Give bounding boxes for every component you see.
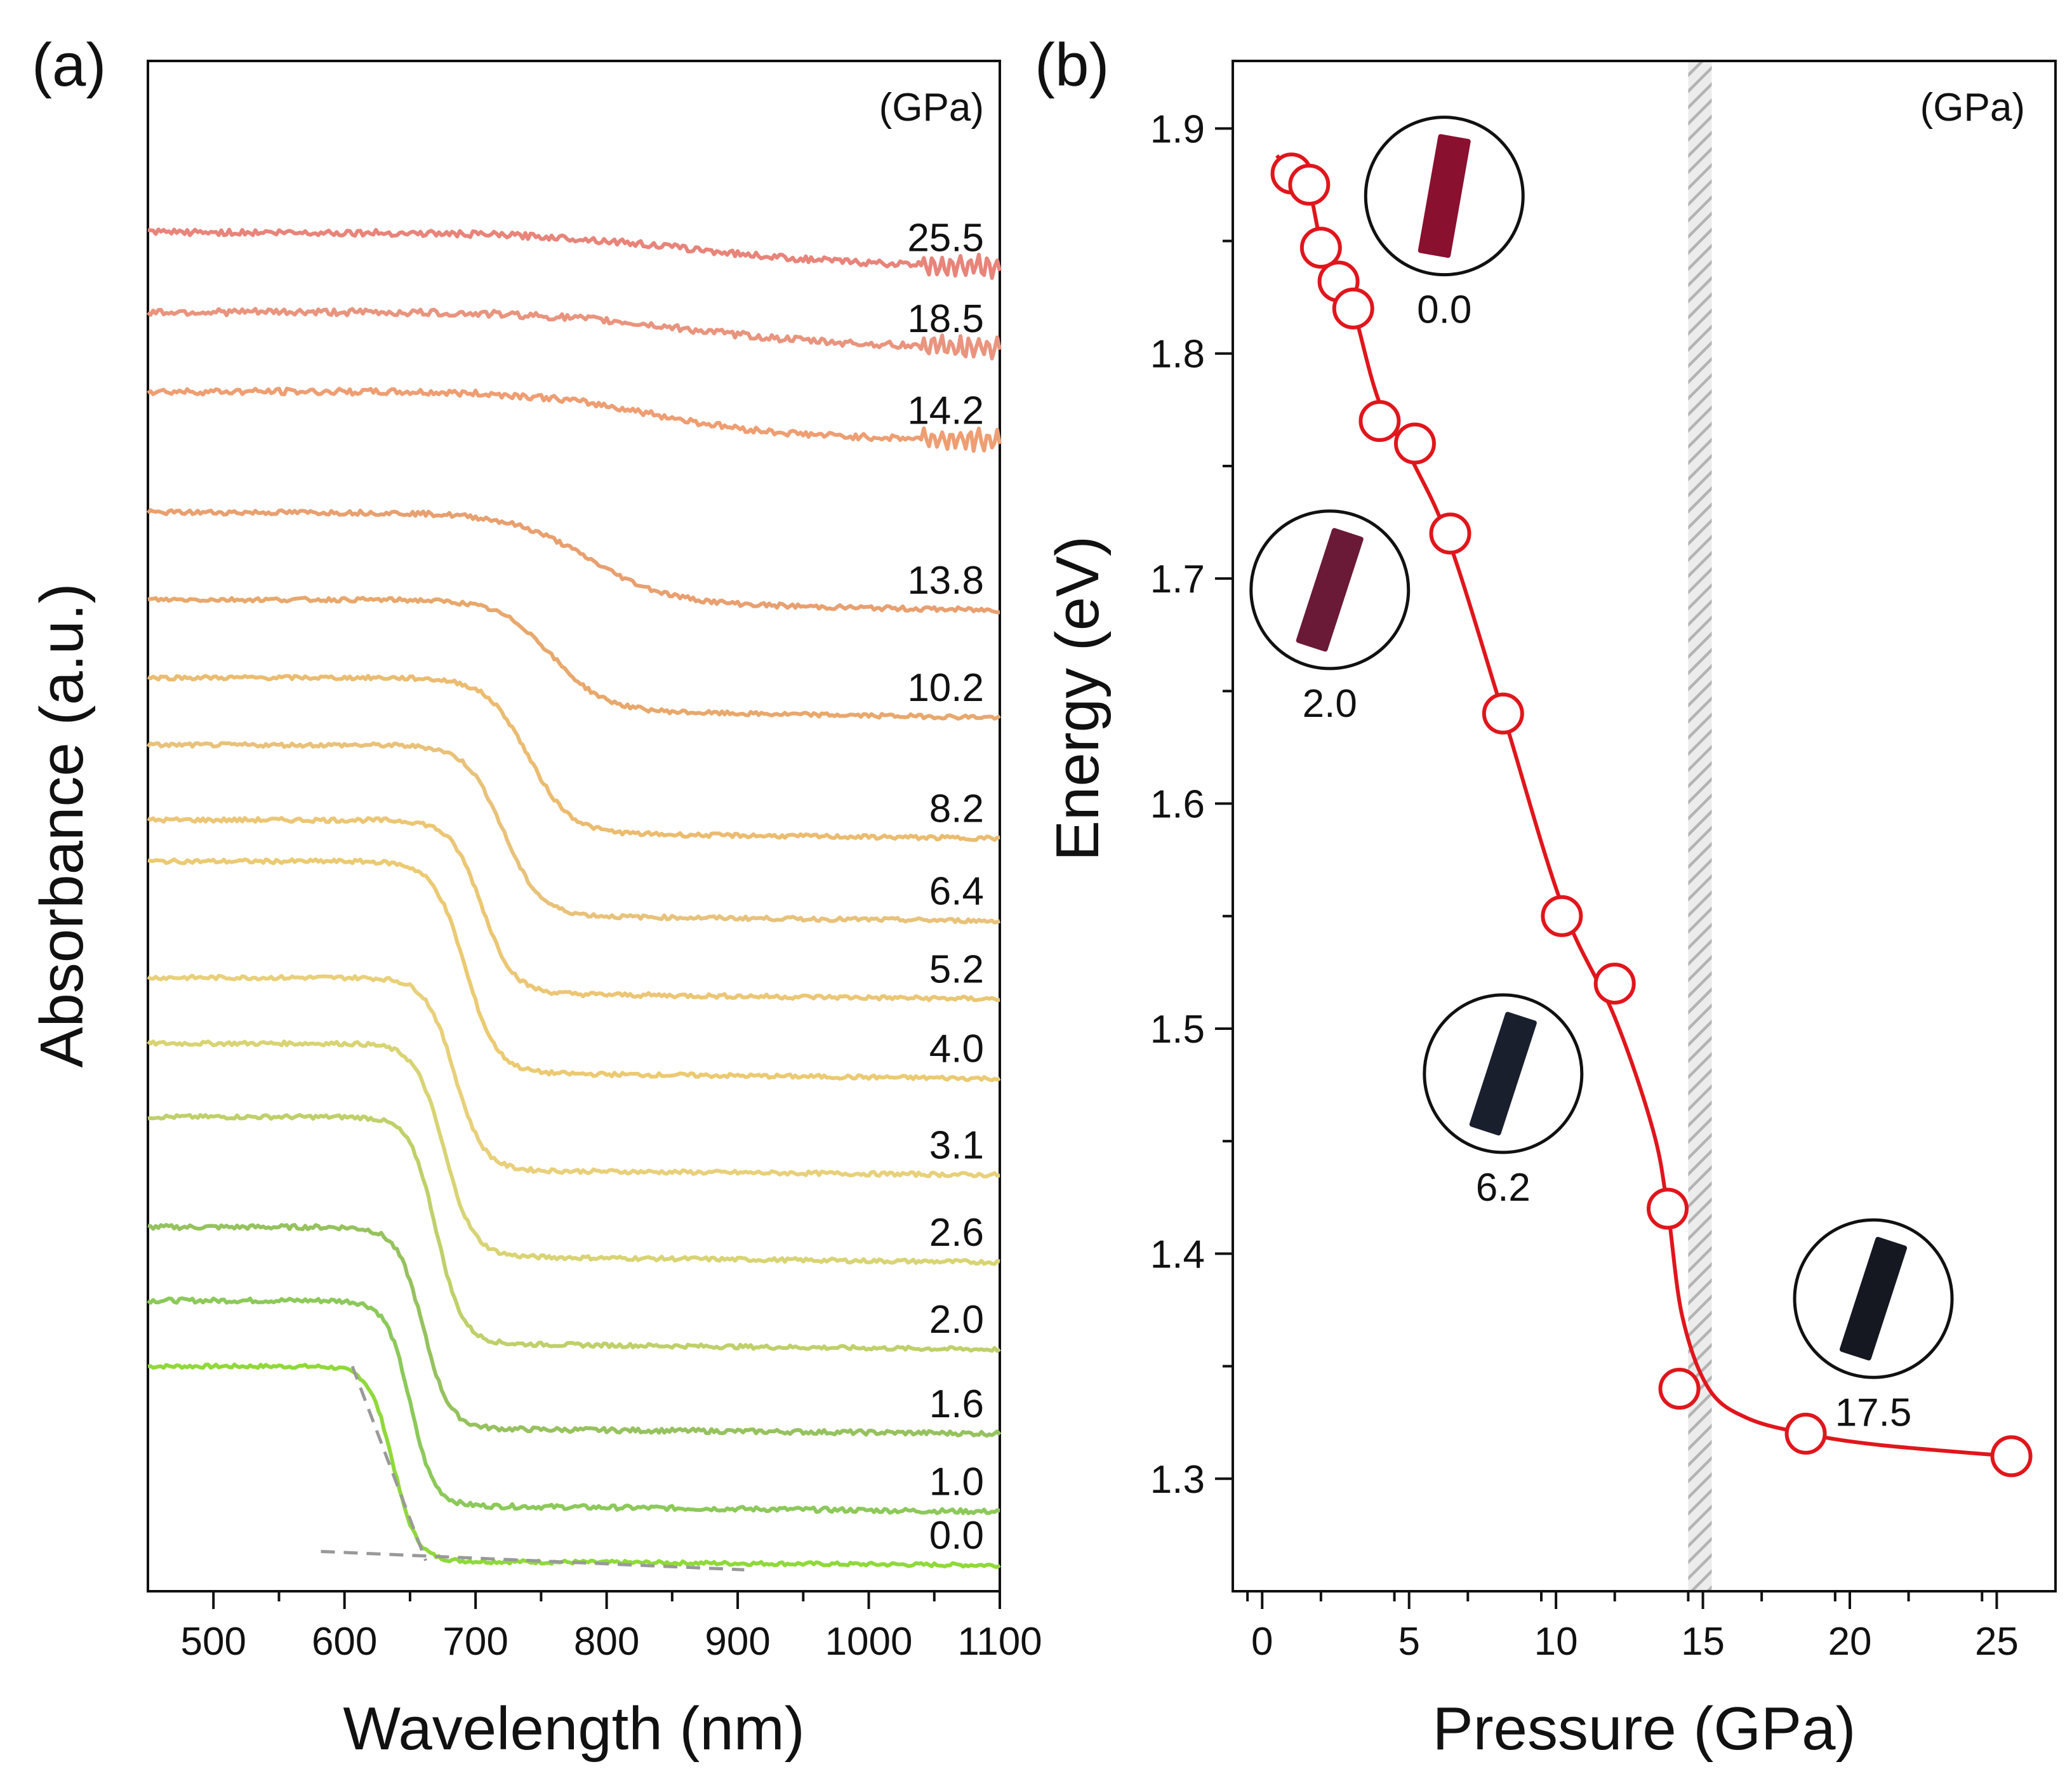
pressure-label: 4.0	[929, 1027, 984, 1071]
spectrum-2-0	[147, 1112, 1001, 1353]
spectrum-13-8	[146, 508, 1000, 615]
transition-shaded-region	[1688, 61, 1712, 1591]
x-tick-label: 1000	[825, 1620, 913, 1664]
spectrum-18-5	[146, 307, 1002, 361]
x-tick-label: 20	[1828, 1620, 1872, 1664]
crystal-image	[1296, 528, 1364, 652]
band-gap-point	[1593, 963, 1636, 1005]
spectrum-0-0	[147, 1362, 1001, 1569]
x-tick-label: 800	[574, 1620, 639, 1664]
pressure-label: 18.5	[907, 297, 984, 341]
spectrum-6-4	[146, 741, 1001, 925]
band-gap-point	[1299, 227, 1342, 269]
y-tick-label: 1.3	[1150, 1458, 1205, 1502]
edge-tangent-line	[350, 1365, 428, 1561]
band-gap-point	[1482, 692, 1524, 735]
crystal-inset: 2.0	[1249, 509, 1411, 726]
pressure-label: 2.0	[929, 1298, 984, 1342]
panel-a-unit-label: (GPa)	[879, 86, 984, 130]
pressure-label: 13.8	[907, 559, 984, 603]
panel-a-label: (a)	[32, 31, 106, 99]
panel-b-frame	[1232, 60, 2057, 1593]
inset-pressure-label: 17.5	[1835, 1391, 1912, 1434]
crystal-inset: 6.2	[1423, 993, 1584, 1210]
inset-pressure-label: 6.2	[1476, 1166, 1531, 1210]
y-tick-label: 1.8	[1150, 333, 1205, 377]
x-tick-label: 500	[181, 1620, 246, 1664]
band-gap-point	[1541, 895, 1583, 937]
x-tick-label: 10	[1534, 1620, 1578, 1664]
crystal-photo-insets: 0.0 2.0 6.2 17.5	[1249, 116, 1954, 1434]
panel-b-y-axis-label: Energy (eV)	[1044, 536, 1112, 861]
spectrum-1-6	[147, 1223, 1002, 1438]
x-tick-label: 600	[312, 1620, 377, 1664]
pressure-label: 1.0	[929, 1460, 984, 1504]
panel-b-label: (b)	[1035, 31, 1109, 99]
band-gap-point	[1288, 163, 1331, 206]
x-tick-label: 5	[1398, 1620, 1419, 1664]
panel-b-axes: 0 5 10 15 20 25 1.3 1.4 1.5 1.6 1.7 1.8 1.9	[1150, 107, 2019, 1664]
pressure-label: 0.0	[929, 1514, 984, 1558]
crystal-inset: 0.0	[1364, 116, 1525, 332]
band-gap-point	[1658, 1368, 1701, 1410]
x-tick-label: 700	[442, 1620, 508, 1664]
spectrum-2-6	[147, 1039, 1000, 1266]
panel-b-unit-label: (GPa)	[1920, 86, 2025, 130]
panel-a-pressure-labels: 0.0 1.0 1.6 2.0 2.6 3.1 4.0 5.2 6.4 8.2 10.2 13.8 14…	[907, 216, 984, 1558]
spectrum-8-2	[147, 674, 1000, 842]
pressure-label: 25.5	[907, 216, 984, 260]
inset-pressure-label: 0.0	[1417, 288, 1471, 332]
pressure-label: 14.2	[907, 389, 984, 433]
inset-pressure-label: 2.0	[1303, 682, 1357, 726]
y-tick-label: 1.4	[1150, 1232, 1205, 1276]
spectrum-14-2	[147, 387, 1002, 453]
crystal-image	[1839, 1236, 1908, 1361]
shaded-band	[1688, 61, 1712, 1591]
x-tick-label: 1100	[957, 1620, 1042, 1664]
panel-a-frame	[147, 60, 1001, 1593]
spectrum-5-2	[147, 816, 1000, 1003]
x-tick-label: 15	[1681, 1620, 1725, 1664]
band-gap-point	[1332, 287, 1374, 330]
pressure-label: 5.2	[929, 947, 984, 991]
pressure-label: 1.6	[929, 1382, 984, 1426]
pressure-label: 3.1	[929, 1123, 984, 1167]
pressure-label: 8.2	[929, 787, 984, 831]
band-gap-point	[1429, 512, 1471, 555]
y-tick-label: 1.7	[1150, 558, 1205, 601]
spectrum-3-1	[147, 973, 1000, 1179]
band-gap-point	[1358, 400, 1401, 443]
band-gap-point	[1784, 1412, 1827, 1455]
panel-a-y-axis-label: Absorbance (a.u.)	[28, 583, 96, 1067]
band-gap-point	[1647, 1187, 1689, 1230]
panel-a-x-axis: 500 600 700 800 900 1000 1100	[181, 1591, 1042, 1664]
panel-b-x-axis-label: Pressure (GPa)	[1433, 1695, 1856, 1763]
pressure-label: 2.6	[929, 1211, 984, 1255]
band-gap-point	[1393, 422, 1436, 465]
y-tick-label: 1.5	[1150, 1008, 1205, 1052]
x-tick-label: 0	[1251, 1620, 1273, 1664]
panel-a-x-axis-label: Wavelength (nm)	[343, 1695, 804, 1763]
panel-a: (a) (GPa) 0.0 1.0 1.6 2.0 2.6 3.1 4.0 5.2 6.4 8.2…	[28, 31, 1042, 1763]
x-tick-label: 25	[1975, 1620, 2019, 1664]
panel-a-spectra	[146, 227, 1002, 1572]
spectrum-1-0	[147, 1296, 1000, 1516]
baseline-tangent-line	[321, 1549, 745, 1572]
y-tick-label: 1.9	[1150, 107, 1205, 151]
band-gap-points	[1270, 152, 2033, 1478]
x-tick-label: 900	[705, 1620, 770, 1664]
spectrum-25-5	[147, 227, 1002, 280]
crystal-image	[1418, 134, 1471, 258]
panel-b: (b) (GPa) 0 5 10 15 20 25 1.3 1.4 1.5 1.6 1.7 1.8 1.…	[1035, 31, 2057, 1763]
spectrum-4-0	[147, 857, 1001, 1083]
pressure-label: 6.4	[929, 869, 984, 913]
pressure-label: 10.2	[907, 666, 984, 710]
band-gap-point	[1990, 1435, 2033, 1478]
crystal-inset: 17.5	[1793, 1218, 1954, 1434]
spectrum-10-2	[147, 596, 1001, 721]
y-tick-label: 1.6	[1150, 783, 1205, 827]
crystal-image	[1469, 1012, 1537, 1136]
